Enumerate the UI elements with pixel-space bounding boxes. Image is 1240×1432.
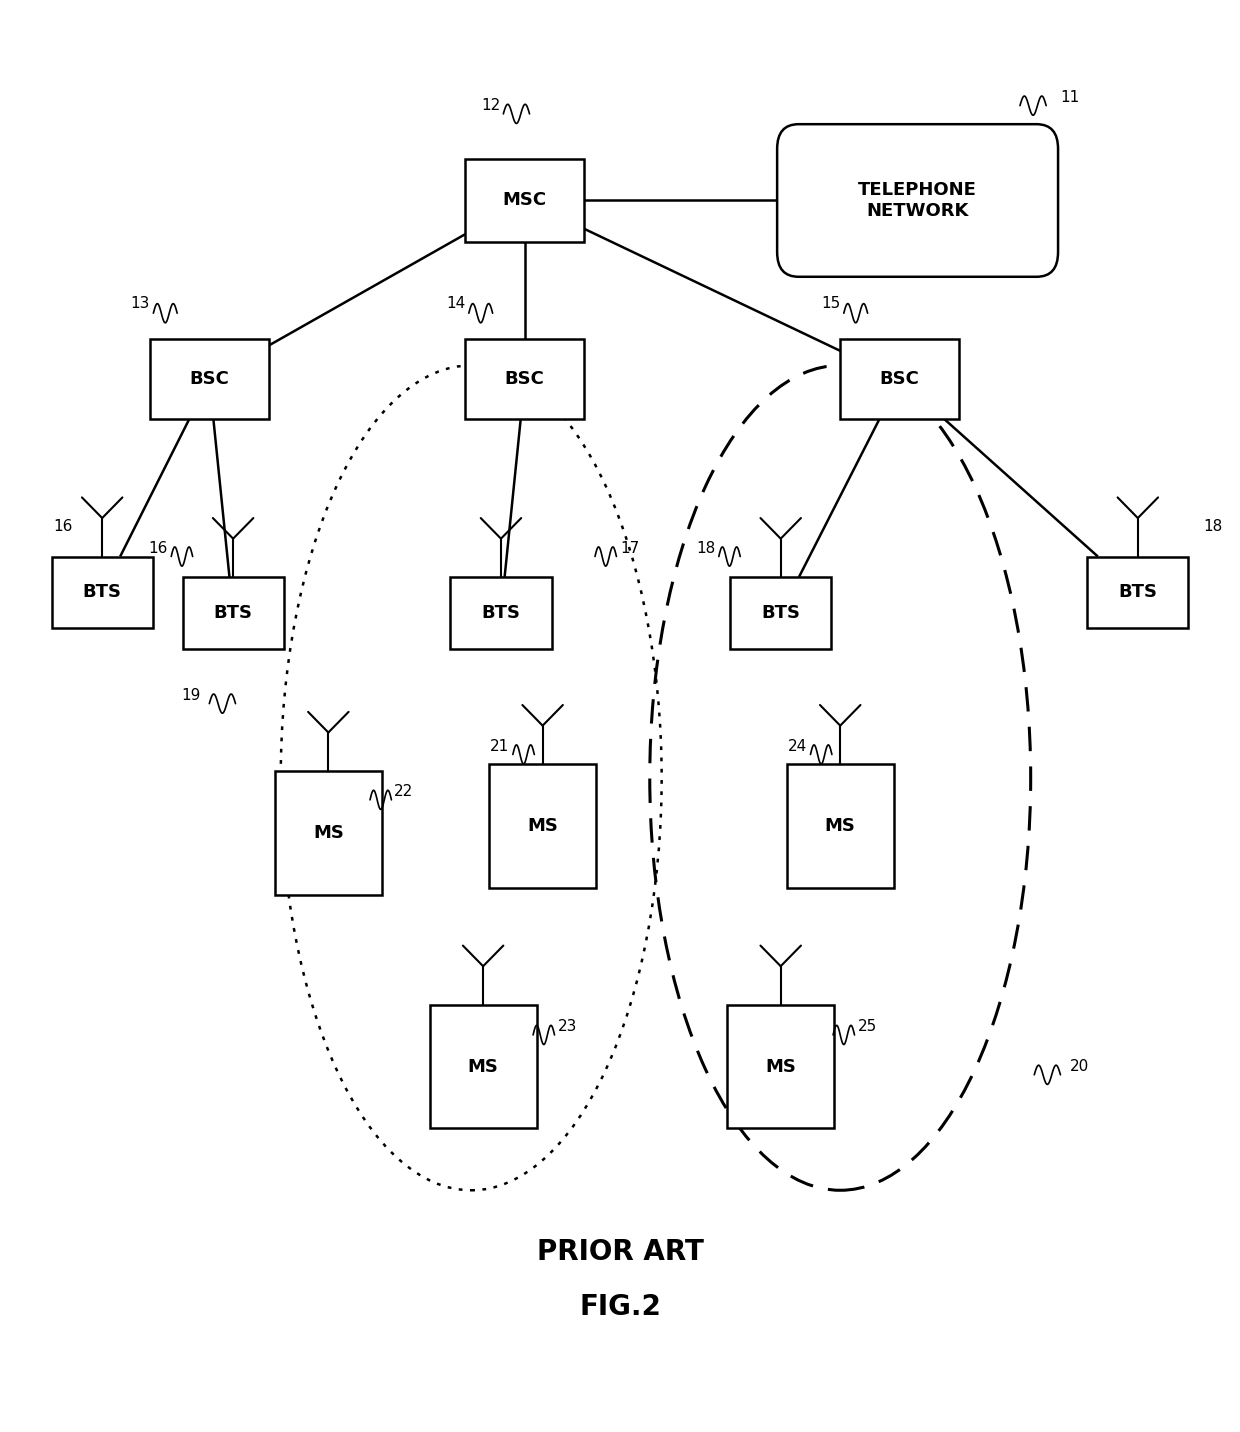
Text: TELEPHONE
NETWORK: TELEPHONE NETWORK: [858, 180, 977, 221]
Text: 16: 16: [53, 518, 72, 534]
Text: 20: 20: [1070, 1060, 1089, 1074]
Text: 11: 11: [1060, 90, 1080, 105]
Text: BTS: BTS: [761, 604, 800, 621]
Text: 13: 13: [130, 296, 150, 311]
FancyBboxPatch shape: [150, 339, 269, 420]
Text: BTS: BTS: [213, 604, 253, 621]
Text: 18: 18: [1203, 518, 1223, 534]
Text: 23: 23: [558, 1020, 578, 1034]
Text: MS: MS: [825, 818, 856, 835]
FancyBboxPatch shape: [450, 577, 552, 649]
Text: BTS: BTS: [83, 583, 122, 601]
Text: BTS: BTS: [1118, 583, 1157, 601]
Text: MS: MS: [765, 1058, 796, 1075]
FancyBboxPatch shape: [786, 765, 894, 888]
Text: BSC: BSC: [505, 371, 544, 388]
Text: 14: 14: [446, 296, 465, 311]
FancyBboxPatch shape: [1087, 557, 1188, 629]
FancyBboxPatch shape: [489, 765, 596, 888]
Text: 15: 15: [821, 296, 841, 311]
FancyBboxPatch shape: [465, 339, 584, 420]
Text: 22: 22: [394, 785, 413, 799]
Text: 25: 25: [858, 1020, 878, 1034]
FancyBboxPatch shape: [777, 125, 1058, 276]
Text: 21: 21: [490, 739, 510, 753]
FancyBboxPatch shape: [727, 1005, 835, 1128]
FancyBboxPatch shape: [730, 577, 831, 649]
Text: BSC: BSC: [190, 371, 229, 388]
Text: 16: 16: [149, 541, 167, 556]
Text: BSC: BSC: [880, 371, 920, 388]
Text: FIG.2: FIG.2: [579, 1293, 661, 1322]
FancyBboxPatch shape: [52, 557, 153, 629]
Text: 12: 12: [481, 99, 501, 113]
FancyBboxPatch shape: [465, 159, 584, 242]
Text: 19: 19: [181, 687, 201, 703]
Text: 18: 18: [696, 541, 715, 556]
Text: MS: MS: [467, 1058, 498, 1075]
Text: MSC: MSC: [502, 192, 547, 209]
FancyBboxPatch shape: [841, 339, 960, 420]
FancyBboxPatch shape: [182, 577, 284, 649]
Text: MS: MS: [312, 823, 343, 842]
FancyBboxPatch shape: [275, 770, 382, 895]
FancyBboxPatch shape: [429, 1005, 537, 1128]
Text: BTS: BTS: [481, 604, 521, 621]
Text: 24: 24: [787, 739, 807, 753]
Text: MS: MS: [527, 818, 558, 835]
Text: PRIOR ART: PRIOR ART: [537, 1239, 703, 1266]
Text: 17: 17: [620, 541, 640, 556]
